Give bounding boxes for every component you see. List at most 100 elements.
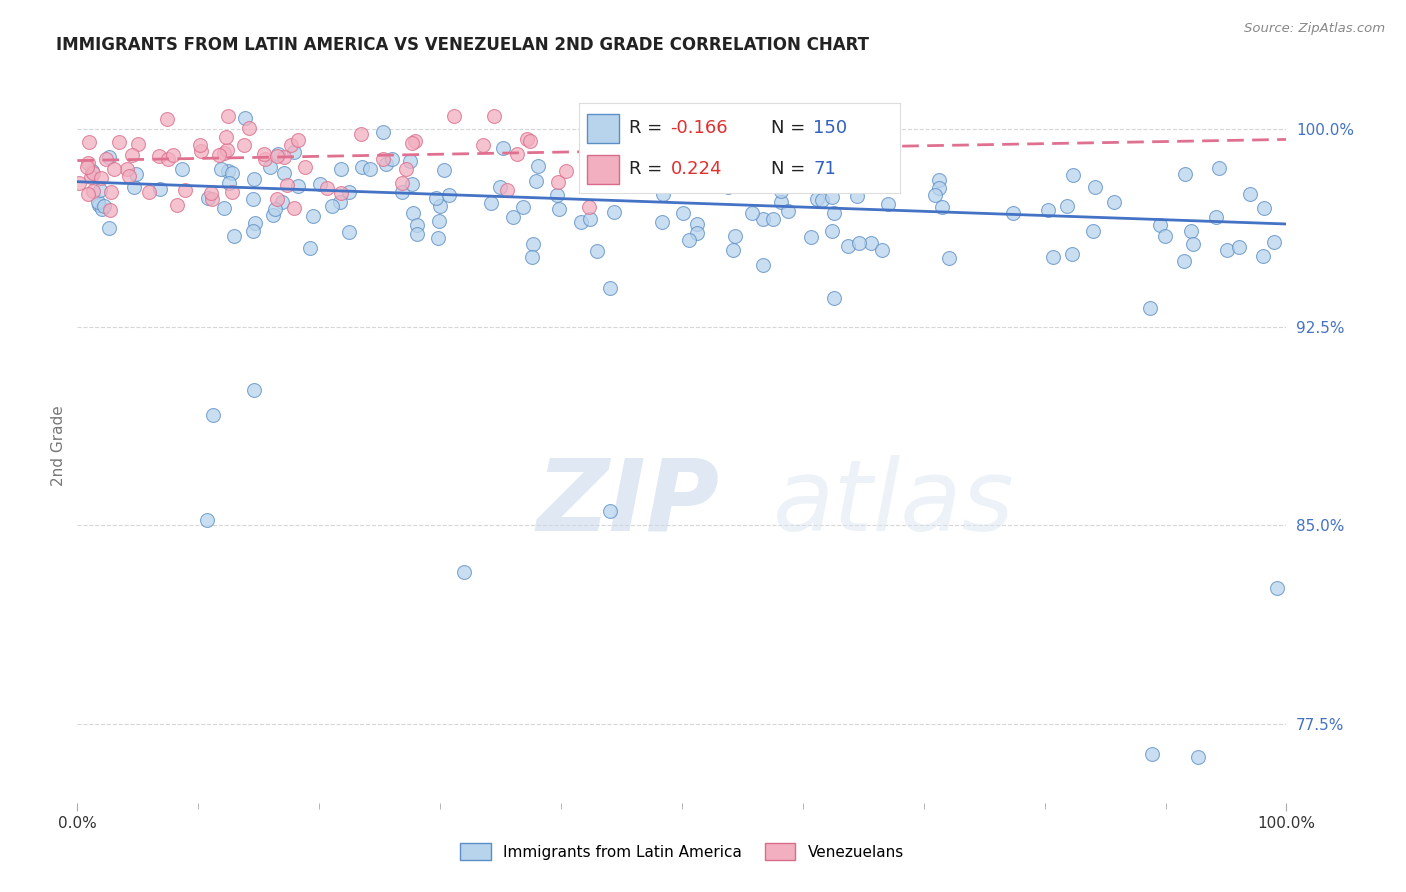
Point (197, 190, 219, 204)
Point (1084, 180, 1107, 194)
Point (202, 408, 225, 422)
Point (502, 211, 524, 225)
Point (1104, 195, 1126, 210)
Point (623, 109, 645, 123)
Point (1253, 201, 1275, 215)
Point (938, 251, 960, 265)
Point (471, 138, 494, 153)
Point (578, 212, 600, 227)
Point (931, 200, 953, 214)
Text: Source: ZipAtlas.com: Source: ZipAtlas.com (1244, 22, 1385, 36)
Point (928, 173, 950, 187)
Point (823, 205, 845, 219)
Point (741, 206, 763, 220)
Point (876, 197, 898, 211)
Point (271, 195, 294, 210)
Point (742, 157, 765, 171)
Point (172, 161, 194, 176)
Point (685, 218, 707, 232)
Text: ZIP: ZIP (537, 455, 720, 551)
Point (156, 153, 179, 167)
Point (267, 147, 290, 161)
Point (273, 150, 295, 164)
Point (762, 211, 785, 226)
Point (427, 214, 450, 228)
Point (80, 164, 103, 178)
Point (337, 185, 360, 199)
Point (496, 183, 519, 197)
Point (1042, 250, 1064, 264)
Point (1083, 224, 1105, 238)
Point (578, 200, 600, 214)
Point (103, 161, 125, 176)
Point (287, 179, 309, 194)
Point (755, 157, 778, 171)
Point (870, 243, 893, 257)
Point (821, 190, 844, 204)
Point (769, 184, 792, 198)
Point (308, 177, 330, 191)
Point (770, 194, 793, 209)
Point (546, 188, 568, 202)
Point (224, 228, 246, 243)
Point (259, 160, 281, 174)
Point (93, 199, 115, 213)
Point (242, 224, 264, 238)
Point (443, 109, 465, 123)
Point (200, 186, 222, 201)
Point (242, 193, 264, 207)
Point (1056, 199, 1078, 213)
Point (1002, 206, 1025, 220)
Point (166, 198, 188, 212)
Point (578, 137, 600, 152)
Point (783, 156, 806, 170)
Point (776, 203, 799, 218)
Point (162, 148, 184, 162)
Text: atlas: atlas (773, 455, 1014, 551)
Point (212, 145, 235, 160)
Point (752, 258, 775, 272)
Point (243, 216, 266, 230)
Point (555, 164, 578, 178)
Point (837, 239, 859, 253)
Point (1227, 240, 1250, 254)
Point (717, 180, 740, 194)
Point (188, 138, 211, 153)
Point (1180, 224, 1202, 238)
Point (1149, 218, 1171, 232)
Point (298, 241, 321, 255)
Point (488, 180, 510, 194)
Point (283, 145, 305, 159)
Point (823, 291, 845, 305)
Point (97, 221, 120, 235)
Point (506, 147, 529, 161)
Point (148, 149, 170, 163)
Point (406, 218, 429, 232)
Point (655, 145, 678, 159)
Point (527, 159, 550, 173)
Point (636, 161, 658, 175)
Point (1251, 249, 1274, 263)
Point (100, 185, 122, 199)
Point (519, 134, 541, 148)
Point (811, 193, 834, 207)
Point (427, 231, 450, 245)
Point (215, 129, 238, 144)
Point (627, 147, 650, 161)
Point (628, 158, 651, 172)
Point (262, 208, 284, 222)
Point (108, 135, 131, 149)
Point (243, 383, 266, 397)
Point (429, 199, 451, 213)
Point (686, 227, 709, 241)
Point (77, 186, 100, 201)
Point (401, 177, 423, 191)
Point (1265, 581, 1288, 595)
Point (329, 194, 352, 209)
Point (276, 178, 298, 192)
Point (253, 152, 276, 166)
Point (125, 167, 148, 181)
Point (82, 166, 104, 180)
Point (1208, 161, 1230, 176)
Point (90, 170, 112, 185)
